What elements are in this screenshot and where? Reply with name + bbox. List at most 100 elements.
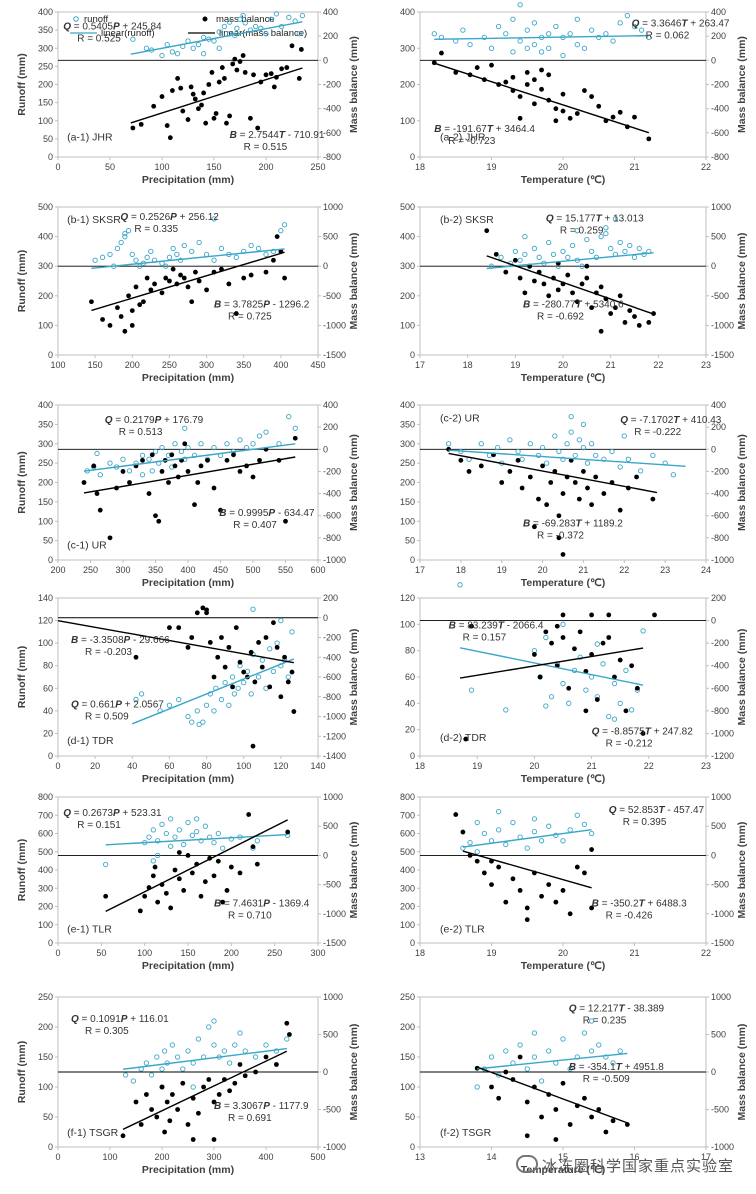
x-tick-label: 18	[415, 948, 425, 958]
mass-balance-point	[596, 1107, 602, 1112]
mass-balance-point	[617, 109, 623, 115]
mass-balance-equation: B = 3.3067P - 1177.9	[214, 1101, 309, 1112]
mass-balance-point	[248, 272, 254, 278]
runoff-equation-part: - 38.389	[625, 1004, 665, 1015]
runoff-point	[155, 838, 161, 844]
chart-f1: 0 100 200 300 400 500 0 50 100 150 200 250 -1000 -500…	[16, 992, 360, 1176]
mass-balance-point	[296, 76, 302, 81]
runoff-point	[163, 263, 169, 269]
runoff-point	[159, 444, 165, 451]
mass-balance-point	[91, 463, 97, 469]
x-tick-label: 150	[206, 162, 221, 172]
mass-balance-point	[89, 299, 94, 305]
mass-balance-point	[537, 674, 543, 680]
runoff-equation-part: + 2.0567	[122, 700, 164, 711]
mass-balance-point	[234, 67, 240, 73]
runoff-point	[560, 621, 566, 627]
mass-balance-point	[252, 679, 258, 685]
y2-tick-label: -400	[323, 489, 341, 499]
mass-balance-point	[298, 47, 304, 52]
runoff-point	[543, 634, 549, 641]
y2-tick-label: -400	[711, 489, 729, 499]
mass-balance-r-value: R = -0.203	[85, 647, 132, 658]
runoff-point	[240, 12, 246, 19]
mass-balance-point	[271, 620, 276, 626]
runoff-point	[185, 713, 191, 720]
runoff-equation: Q = 0.1091P + 116.01	[71, 1014, 169, 1025]
mass-balance-point	[227, 1088, 233, 1094]
x-tick-label: 60	[164, 761, 174, 771]
runoff-equation-part: P	[115, 700, 122, 711]
runoff-point	[531, 816, 538, 822]
mass-balance-equation: B = 83.239T - 2066.4	[449, 621, 544, 632]
runoff-equation-part: = 0.2179	[113, 415, 155, 426]
runoff-point	[588, 1018, 595, 1024]
y-tick-label: 20	[405, 725, 415, 735]
y2-tick-label: -1000	[711, 555, 734, 565]
y2-tick-label: -500	[323, 291, 341, 301]
mass-balance-point	[226, 281, 232, 287]
y2-tick-label: -500	[711, 1105, 729, 1115]
runoff-equation-part: T	[659, 805, 666, 816]
mass-balance-equation-part: B	[434, 124, 441, 135]
runoff-point	[138, 691, 145, 697]
runoff-equation-part: Q	[592, 726, 600, 737]
mass-balance-point	[278, 694, 284, 700]
runoff-point	[474, 849, 480, 855]
mass-balance-point	[517, 115, 523, 121]
x-axis-label: Temperature (℃)	[521, 773, 606, 785]
y2-tick-label: -600	[711, 128, 729, 138]
runoff-point	[146, 456, 152, 462]
mass-balance-equation-part: = 3.3067	[221, 1101, 263, 1112]
runoff-point	[538, 838, 545, 844]
y-tick-label: 0	[48, 1142, 53, 1152]
runoff-point	[252, 23, 259, 30]
mass-balance-point	[176, 850, 182, 855]
runoff-point	[148, 1072, 155, 1078]
y-tick-label: 50	[405, 1112, 415, 1122]
mass-balance-point	[201, 1084, 207, 1090]
runoff-point	[517, 257, 523, 263]
x-tick-label: 21	[578, 565, 588, 575]
runoff-point	[226, 702, 232, 708]
runoff-point	[507, 437, 513, 443]
mass-balance-point	[219, 65, 225, 70]
mass-balance-point	[617, 657, 623, 663]
mass-balance-fit-line	[459, 647, 644, 679]
runoff-point	[195, 1036, 202, 1042]
y2-tick-label: -800	[711, 533, 729, 543]
runoff-point	[250, 606, 256, 612]
x-tick-label: 100	[102, 1152, 117, 1162]
mass-balance-equation-part: = -350.2	[599, 898, 639, 909]
runoff-point	[211, 708, 217, 714]
runoff-point	[190, 1084, 196, 1090]
mass-balance-point	[196, 1110, 201, 1116]
runoff-point	[576, 437, 582, 443]
mass-balance-equation-part: P	[263, 299, 270, 310]
runoff-point	[488, 1054, 495, 1060]
mass-balance-point	[237, 870, 243, 876]
runoff-point	[185, 1048, 191, 1054]
runoff-point	[200, 51, 207, 57]
mass-balance-point	[185, 853, 191, 858]
y-tick-label: 0	[48, 555, 53, 565]
mass-balance-r-value: R = 0.157	[463, 633, 507, 644]
x-tick-label: 22	[701, 162, 711, 172]
mass-balance-point	[606, 635, 612, 640]
runoff-point	[583, 687, 589, 693]
mass-balance-point	[539, 86, 544, 92]
runoff-point	[611, 680, 618, 687]
x-tick-label: 250	[267, 948, 282, 958]
mass-balance-point	[175, 76, 181, 81]
y-tick-label: 250	[38, 992, 53, 1002]
mass-balance-point	[172, 463, 178, 469]
runoff-point	[535, 452, 542, 459]
runoff-point	[161, 1048, 168, 1054]
y-axis-label: Runoff (mm)	[16, 53, 28, 115]
runoff-point	[114, 245, 121, 252]
runoff-point	[538, 49, 545, 55]
x-tick-label: 17	[415, 360, 425, 370]
mass-balance-equation-part: T	[487, 124, 494, 135]
mass-balance-point	[560, 888, 566, 893]
runoff-point	[150, 858, 156, 864]
